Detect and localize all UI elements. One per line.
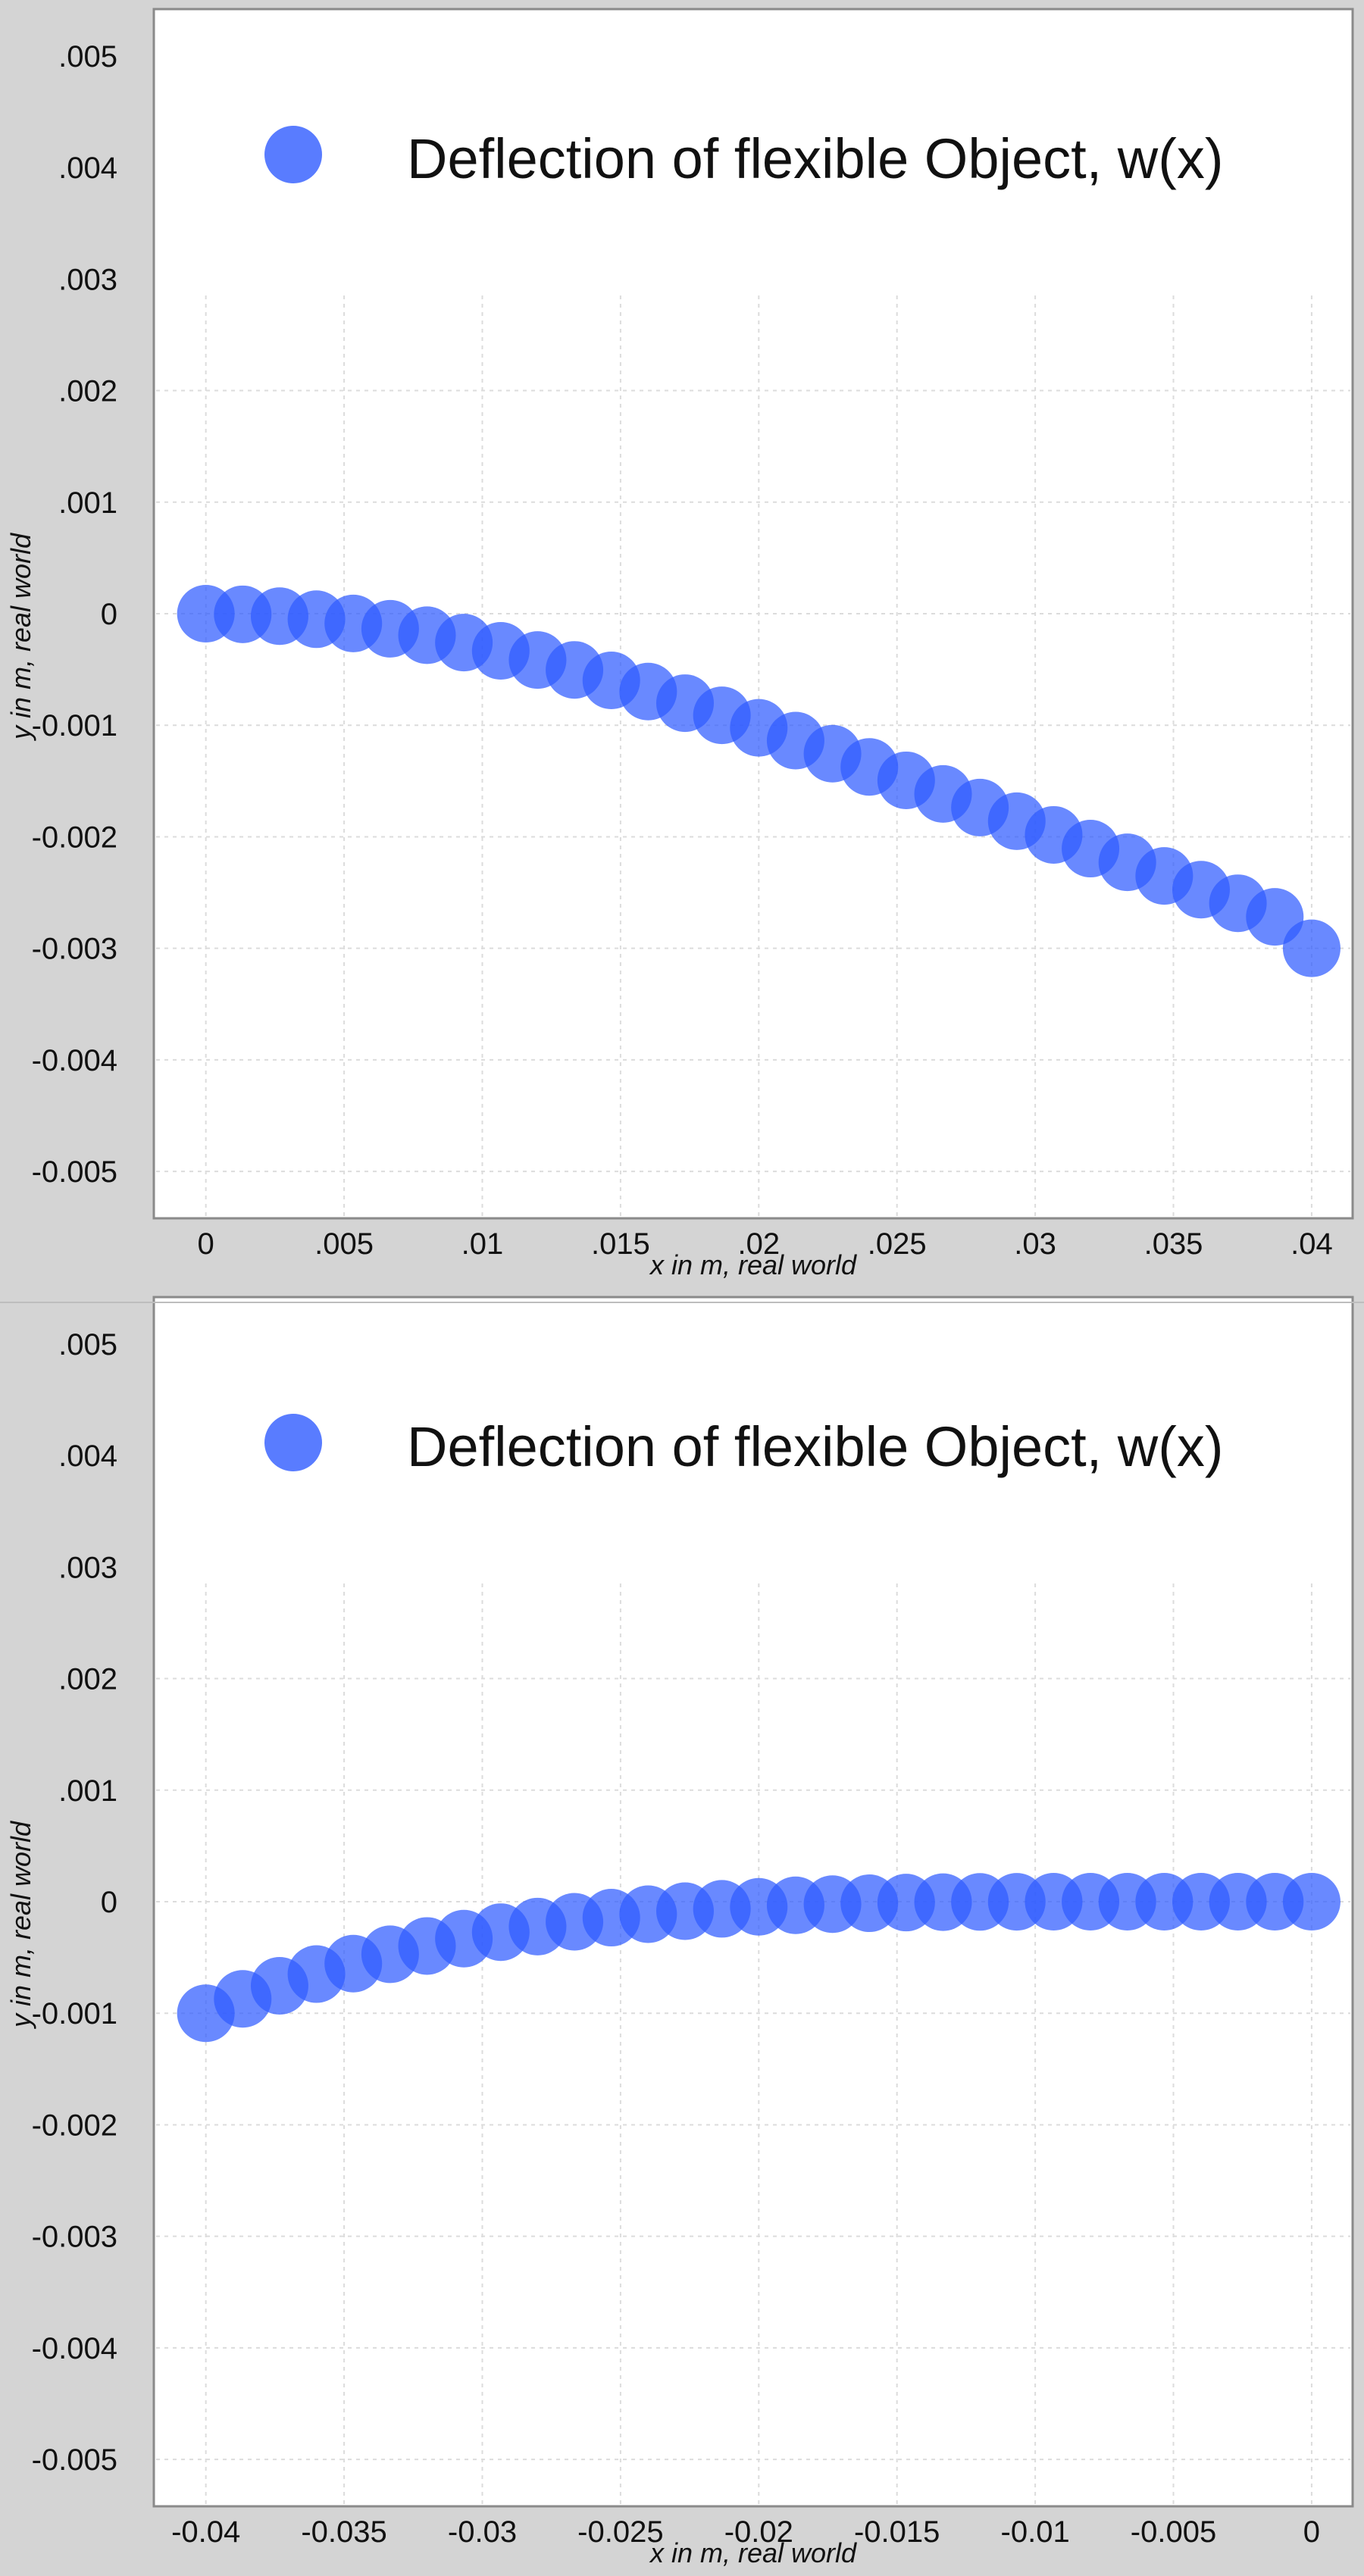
chart-panel-bottom: -0.04 -0.035 -0.03 -0.025 -0.02 -0.015 -0.01 -0… [0, 1288, 1364, 2576]
y-tick-label: -0.005 [32, 2443, 117, 2477]
x-tick-label: -0.015 [854, 2515, 940, 2549]
x-tick-label: .03 [1014, 1227, 1056, 1261]
y-tick-label: .004 [58, 152, 117, 185]
x-tick-label: .02 [737, 1227, 780, 1261]
x-tick-label: .015 [591, 1227, 650, 1261]
x-tick-label: 0 [198, 1227, 214, 1261]
y-tick-label: .004 [58, 1440, 117, 1473]
legend-label: Deflection of flexible Object, w(x) [407, 1415, 1224, 1478]
y-tick-label: -0.001 [32, 709, 117, 742]
deflection-chart-top: 0 .005 .01 .015 .02 .025 .03 .035 .04 .005 .004 .00… [5, 8, 1354, 1280]
x-tick-label: -0.005 [1131, 2515, 1216, 2549]
x-tick-label: -0.03 [448, 2515, 517, 2549]
panel-divider [0, 1302, 1364, 1303]
y-tick-label: -0.003 [32, 933, 117, 966]
y-tick-label: .002 [58, 375, 117, 408]
y-tick-label: -0.001 [32, 1997, 117, 2030]
legend: Deflection of flexible Object, w(x) [264, 1414, 1224, 1478]
tick-labels: 0 .005 .01 .015 .02 .025 .03 .035 .04 .005 .004 .00… [32, 40, 1333, 1261]
y-tick-label: -0.004 [32, 2332, 117, 2365]
x-tick-label: -0.025 [577, 2515, 663, 2549]
chart-panel-top: 0 .005 .01 .015 .02 .025 .03 .035 .04 .005 .004 .00… [5, 8, 1354, 1280]
y-axis-label: y in m, real world [5, 1821, 36, 2030]
x-axis-label: x in m, real world [649, 1249, 857, 1280]
x-tick-label: -0.04 [171, 2515, 240, 2549]
y-tick-label: -0.002 [32, 821, 117, 854]
legend: Deflection of flexible Object, w(x) [264, 126, 1224, 190]
y-tick-label: .003 [58, 1551, 117, 1584]
y-tick-label: .001 [58, 1774, 117, 1808]
x-tick-label: .035 [1144, 1227, 1203, 1261]
data-points [177, 585, 1341, 977]
x-tick-label: -0.035 [301, 2515, 386, 2549]
x-tick-label: -0.01 [1001, 2515, 1070, 2549]
data-point [1282, 919, 1341, 977]
x-tick-label: -0.02 [724, 2515, 793, 2549]
x-tick-label: .005 [314, 1227, 374, 1261]
data-points [177, 1873, 1341, 2043]
x-tick-label: .025 [868, 1227, 927, 1261]
legend-marker [264, 1414, 322, 1471]
deflection-chart-bottom: -0.04 -0.035 -0.03 -0.025 -0.02 -0.015 -0.01 -0… [5, 1296, 1354, 2568]
y-tick-label: -0.004 [32, 1044, 117, 1077]
legend-label: Deflection of flexible Object, w(x) [407, 127, 1224, 190]
y-tick-label: .005 [58, 40, 117, 73]
y-tick-label: .003 [58, 263, 117, 296]
y-tick-label: .005 [58, 1328, 117, 1361]
y-tick-label: -0.005 [32, 1155, 117, 1189]
y-tick-label: -0.002 [32, 2109, 117, 2142]
y-tick-label: 0 [101, 1886, 117, 1919]
tick-labels: -0.04 -0.035 -0.03 -0.025 -0.02 -0.015 -0.01 -0… [32, 1328, 1320, 2549]
data-point [1282, 1873, 1341, 1930]
y-axis-label: y in m, real world [5, 533, 36, 742]
grid [156, 295, 1350, 1216]
x-axis-label: x in m, real world [649, 2537, 857, 2568]
x-tick-label: .01 [461, 1227, 504, 1261]
y-tick-label: -0.003 [32, 2221, 117, 2254]
y-tick-label: .001 [58, 486, 117, 520]
legend-marker [264, 126, 322, 183]
y-tick-label: 0 [101, 598, 117, 631]
x-tick-label: .04 [1290, 1227, 1333, 1261]
x-tick-label: 0 [1303, 2515, 1320, 2549]
y-tick-label: .002 [58, 1663, 117, 1696]
